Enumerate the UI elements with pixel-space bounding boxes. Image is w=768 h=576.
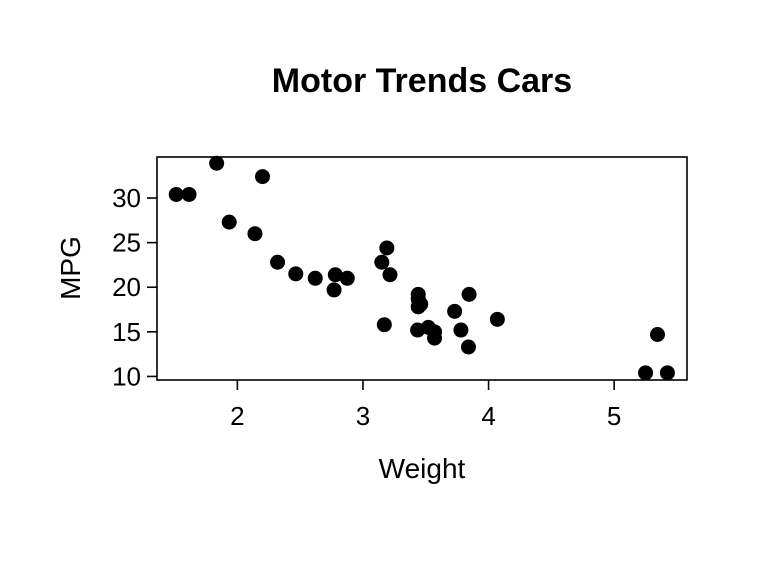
chart-title: Motor Trends Cars bbox=[272, 62, 572, 100]
data-point bbox=[339, 270, 355, 286]
data-point bbox=[649, 327, 665, 343]
data-point bbox=[382, 267, 398, 283]
data-point bbox=[209, 155, 225, 171]
data-point bbox=[254, 169, 270, 185]
plot-frame bbox=[156, 156, 688, 381]
data-point bbox=[659, 365, 675, 381]
y-axis-label: MPG bbox=[55, 236, 86, 300]
data-point bbox=[270, 254, 286, 270]
data-point bbox=[453, 322, 469, 338]
x-tick-label: 3 bbox=[356, 401, 370, 431]
data-point bbox=[379, 240, 395, 256]
data-point bbox=[447, 303, 463, 319]
data-point bbox=[247, 226, 263, 242]
x-axis: 2 3 4 5 bbox=[230, 380, 621, 431]
data-point bbox=[181, 186, 197, 202]
y-tick-label: 10 bbox=[112, 361, 141, 391]
data-point bbox=[410, 322, 426, 338]
data-point bbox=[327, 267, 343, 283]
data-point bbox=[461, 286, 477, 302]
data-point bbox=[427, 324, 443, 340]
data-point bbox=[221, 214, 237, 230]
x-axis-label: Weight bbox=[379, 453, 466, 484]
x-tick-label: 2 bbox=[230, 401, 244, 431]
data-point bbox=[638, 365, 654, 381]
x-tick-label: 5 bbox=[607, 401, 621, 431]
data-points bbox=[168, 155, 675, 381]
data-point bbox=[307, 270, 323, 286]
data-point bbox=[288, 266, 304, 282]
data-point bbox=[168, 186, 184, 202]
data-point bbox=[460, 339, 476, 355]
data-point bbox=[410, 299, 426, 315]
data-point bbox=[374, 254, 390, 270]
data-point bbox=[376, 317, 392, 333]
data-point bbox=[326, 282, 342, 298]
y-axis: 10 15 20 25 30 bbox=[112, 183, 157, 391]
y-tick-label: 15 bbox=[112, 317, 141, 347]
y-tick-label: 30 bbox=[112, 183, 141, 213]
data-point bbox=[410, 286, 426, 302]
y-tick-label: 20 bbox=[112, 272, 141, 302]
x-tick-label: 4 bbox=[481, 401, 495, 431]
data-point bbox=[489, 311, 505, 327]
y-tick-label: 25 bbox=[112, 228, 141, 258]
